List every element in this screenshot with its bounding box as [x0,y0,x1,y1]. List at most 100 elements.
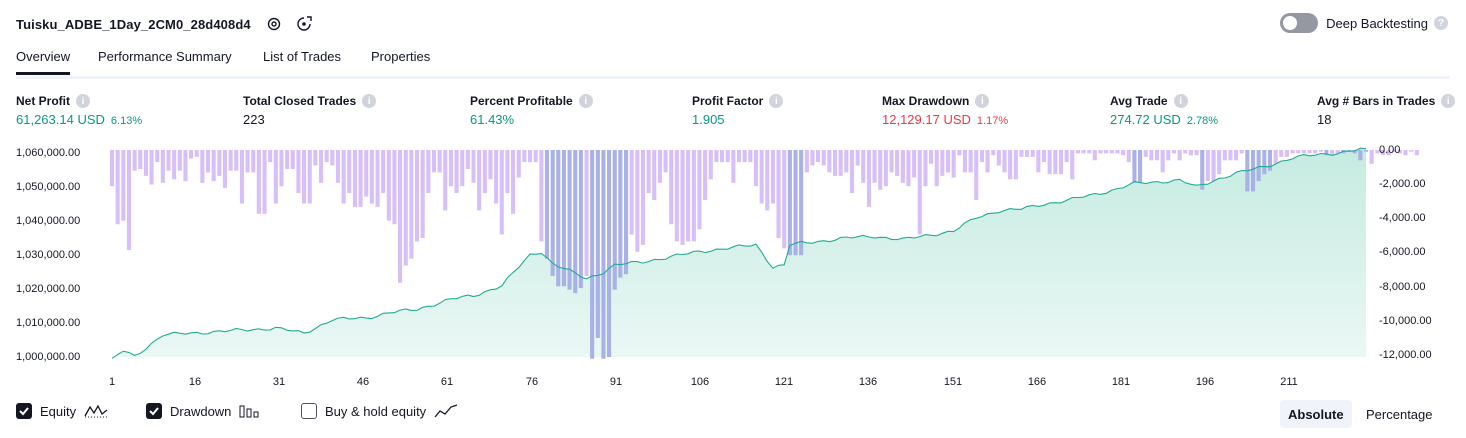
drawdown-bar [1335,150,1340,154]
drawdown-bar [465,150,470,169]
percentage-button[interactable]: Percentage [1366,406,1433,422]
drawdown-bar [691,150,696,242]
equity-line [111,147,1367,359]
drawdown-bar [234,150,239,171]
drawdown-bar [375,150,380,207]
drawdown-bar [1358,150,1363,161]
y-right-tick: -4,000.00 [1379,212,1426,224]
drawdown-bar [1194,150,1199,156]
equity-checkbox[interactable] [16,403,32,419]
info-icon[interactable]: i [1441,94,1456,108]
drawdown-bar [946,150,951,173]
tab-list-of-trades[interactable]: List of Trades [263,49,342,64]
drawdown-bar [273,150,278,204]
legend-drawdown[interactable]: Drawdown [146,403,261,419]
drawdown-bar [787,150,792,256]
y-left-tick: 1,030,000.00 [16,249,81,261]
drawdown-bar [279,150,284,187]
info-icon[interactable]: i [1173,94,1188,108]
drawdown-bar [737,150,742,163]
tab-overview[interactable]: Overview [16,49,71,75]
drawdown-bar [804,150,809,173]
metric-label: Max Drawdown [882,94,970,108]
drawdown-bar [601,150,606,359]
metric-percent-profitable: Percent Profitable i 61.43% [470,94,593,127]
source-code-icon[interactable] [295,15,313,33]
settings-icon[interactable] [265,15,283,33]
drawdown-bar [1324,150,1329,156]
drawdown-bar [488,150,493,180]
drawdown-bar [957,150,962,156]
drawdown-bar [194,150,199,157]
header-bar: Tuisku_ADBE_1Day_2CM0_28d408d4 [16,12,313,36]
legend-equity[interactable]: Equity [16,403,108,419]
metric-label: Avg Trade [1110,94,1168,108]
drawdown-bar [381,150,386,194]
drawdown-bar [584,150,589,276]
info-icon[interactable]: i [362,94,377,108]
info-icon[interactable]: i [578,94,593,108]
drawdown-bar [1352,150,1357,154]
drawdown-bar [1217,150,1222,175]
drawdown-bar [1279,150,1284,157]
drawdown-bar [974,150,979,200]
x-tick: 91 [609,376,623,388]
drawdown-bar [155,150,160,163]
tab-performance-summary[interactable]: Performance Summary [98,49,232,64]
drawdown-bar [1296,150,1301,154]
drawdown-bar [420,150,425,238]
drawdown-bar [460,150,465,187]
drawdown-bar [1284,150,1289,157]
drawdown-bar [635,150,640,252]
drawdown-bar [409,150,414,259]
drawdown-bar [1121,150,1126,156]
drawdown-bar [1386,150,1391,156]
y-right-tick: -2,000.00 [1379,178,1426,190]
drawdown-bar [426,150,431,194]
drawdown-bar [838,150,843,176]
drawdown-bar [364,150,369,197]
legend-buy-hold-equity[interactable]: Buy & hold equity [301,403,458,419]
y-left-tick: 1,020,000.00 [16,283,81,295]
absolute-button[interactable]: Absolute [1280,400,1352,428]
drawdown-bar [573,150,578,294]
drawdown-bar [499,150,504,235]
info-icon[interactable]: i [975,94,990,108]
drawdown-bar [1409,150,1414,152]
info-icon[interactable]: i [769,94,784,108]
x-tick: 211 [1280,376,1298,388]
drawdown-bar [1047,150,1052,175]
drawdown-bar [895,150,900,176]
drawdown-bar [849,150,854,194]
drawdown-checkbox[interactable] [146,403,162,419]
drawdown-bar [855,150,860,166]
drawdown-bar [211,150,216,182]
drawdown-bar [861,150,866,183]
drawdown-bar [1273,150,1278,164]
drawdown-bar [1307,150,1312,154]
y-left-tick: 1,010,000.00 [16,317,81,329]
tab-properties[interactable]: Properties [371,49,431,64]
drawdown-bar [217,150,222,176]
drawdown-bar [1234,150,1239,161]
deep-backtesting-toggle[interactable] [1280,13,1319,33]
drawdown-bar [437,150,442,173]
drawdown-bar [1392,150,1397,152]
drawdown-bar [810,150,815,166]
drawdown-bar [1183,150,1188,154]
drawdown-bar [731,150,736,183]
drawdown-bar [177,150,182,171]
drawdown-bar [1075,150,1080,154]
info-icon[interactable]: i [76,94,90,108]
drawdown-bar [341,150,346,204]
drawdown-bar [1228,150,1233,161]
help-icon[interactable]: ? [1434,16,1448,30]
drawdown-bar [528,150,533,163]
drawdown-bar [742,150,747,163]
drawdown-bar [833,150,838,176]
drawdown-bar [1262,150,1267,175]
drawdown-bar [996,150,1001,166]
buy-hold-checkbox[interactable] [301,403,317,419]
drawdown-bar [646,150,651,194]
